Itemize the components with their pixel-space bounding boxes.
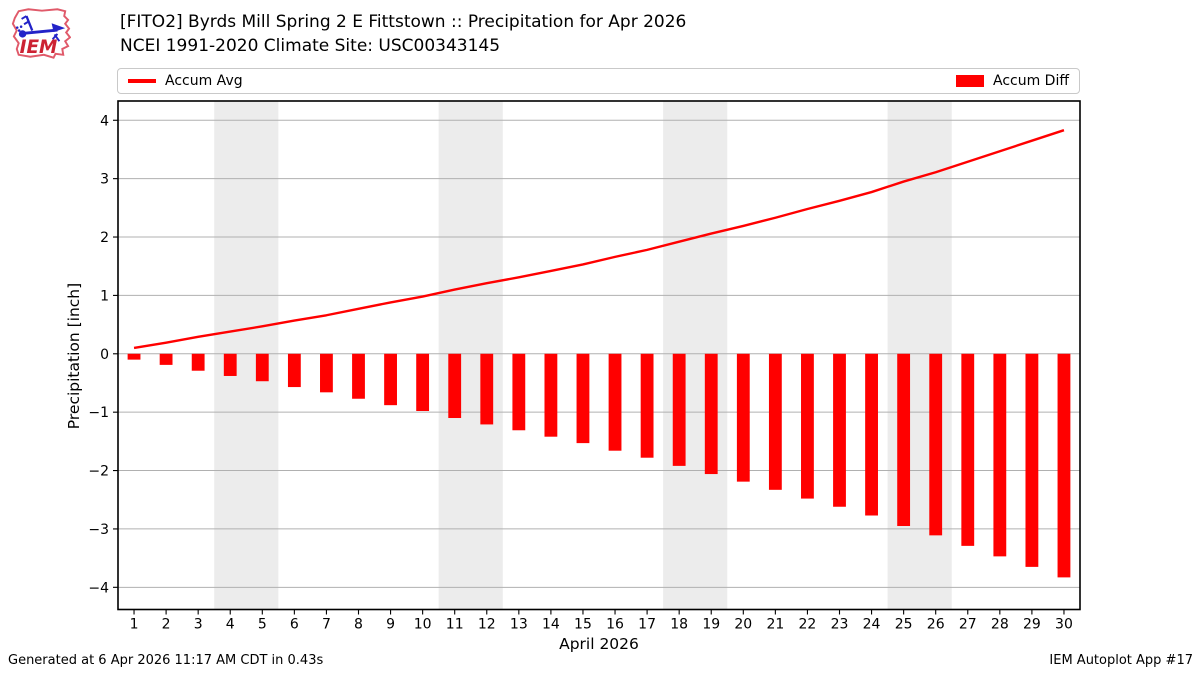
x-tick-label: 7 [322,617,331,633]
accum-diff-bar [352,353,365,399]
accum-diff-bar [929,353,943,536]
x-tick-label: 30 [1055,617,1073,633]
x-tick-label: 26 [927,617,945,633]
y-tick-label: −2 [88,464,109,480]
accum-diff-bar [833,353,846,507]
x-tick-label: 27 [959,617,977,633]
legend-label-accum-avg: Accum Avg [165,73,243,89]
weather-vane-icon [15,15,66,42]
chart-legend: Accum Avg Accum Diff [117,68,1080,94]
y-tick-label: −3 [88,522,109,538]
x-tick-label: 6 [290,617,299,633]
x-tick-label: 9 [386,617,395,633]
accum-diff-bar [544,353,558,437]
x-tick-label: 14 [542,617,560,633]
y-tick-label: 4 [100,113,109,129]
accum-diff-bar [608,353,622,451]
x-tick-label: 17 [638,617,656,633]
x-tick-label: 2 [162,617,171,633]
accum-diff-bar [993,353,1007,557]
accum-diff-bar [704,353,718,475]
x-tick-label: 18 [670,617,688,633]
legend-item-accum-avg: Accum Avg [128,73,243,89]
y-tick-label: 2 [100,230,109,246]
accum-diff-bar [801,353,814,499]
chart-title-block: [FITO2] Byrds Mill Spring 2 E Fittstown … [120,11,686,58]
x-tick-label: 12 [478,617,496,633]
x-tick-label: 13 [510,617,528,633]
plot-border [117,100,1081,611]
accum-diff-bar [287,353,301,388]
iem-logo-text: IEM [20,37,58,58]
legend-label-accum-diff: Accum Diff [992,73,1069,89]
x-tick-label: 16 [606,617,624,633]
accum-diff-bar [897,353,911,527]
accum-diff-bar [1057,353,1071,578]
chart-title-line1: [FITO2] Byrds Mill Spring 2 E Fittstown … [120,12,687,32]
x-tick-label: 20 [734,617,752,633]
y-tick-label: 1 [100,288,109,304]
accum-diff-bar [384,353,397,406]
app-credit: IEM Autoplot App #17 [1049,653,1193,668]
accum-diff-bar [448,353,462,419]
accum-diff-bar [223,353,237,376]
y-tick-label: −1 [88,405,109,421]
x-tick-label: 11 [446,617,464,633]
x-tick-label: 19 [702,617,720,633]
x-tick-label: 28 [991,617,1009,633]
accum-diff-bar [961,353,975,546]
x-tick-label: 10 [414,617,432,633]
accum-diff-bar [512,353,526,431]
x-tick-label: 3 [194,617,203,633]
x-tick-label: 29 [1023,617,1041,633]
accum-avg-line-swatch-icon [128,79,156,83]
x-axis-label: April 2026 [559,635,639,653]
y-tick-label: 3 [100,172,109,188]
accum-diff-bar [736,353,750,482]
accum-diff-bar [416,353,430,412]
accum-diff-bar [576,353,590,444]
x-tick-label: 21 [766,617,784,633]
accum-diff-bar [865,353,878,516]
x-tick-label: 5 [258,617,267,633]
y-tick-label: 0 [100,347,109,363]
accum-diff-bar [255,353,269,382]
accum-diff-bar [191,353,205,371]
x-tick-label: 25 [895,617,913,633]
x-tick-label: 23 [831,617,849,633]
x-tick-label: 15 [574,617,592,633]
accum-diff-bar [768,353,782,490]
accum-diff-bar [159,353,173,365]
x-tick-label: 8 [354,617,363,633]
accum-diff-bar [640,353,654,458]
legend-item-accum-diff: Accum Diff [955,73,1069,89]
iem-logo: IEM [11,8,71,59]
accum-diff-bar [480,353,494,425]
x-tick-label: 22 [799,617,817,633]
chart-title-line2: NCEI 1991-2020 Climate Site: USC00343145 [120,35,501,56]
x-tick-label: 1 [130,617,139,633]
accum-avg-line [133,129,1065,350]
y-axis-label: Precipitation [inch] [65,283,83,429]
x-tick-label: 4 [226,617,235,633]
accum-diff-bar [1025,353,1039,567]
accum-diff-bar [320,353,333,393]
accum-diff-bar [672,353,686,466]
y-tick-label: −4 [88,580,109,596]
x-tick-label: 24 [863,617,881,633]
generated-timestamp: Generated at 6 Apr 2026 11:17 AM CDT in … [8,653,324,668]
accum-diff-bar [127,353,141,360]
accum-diff-bar-swatch-icon [955,75,984,87]
